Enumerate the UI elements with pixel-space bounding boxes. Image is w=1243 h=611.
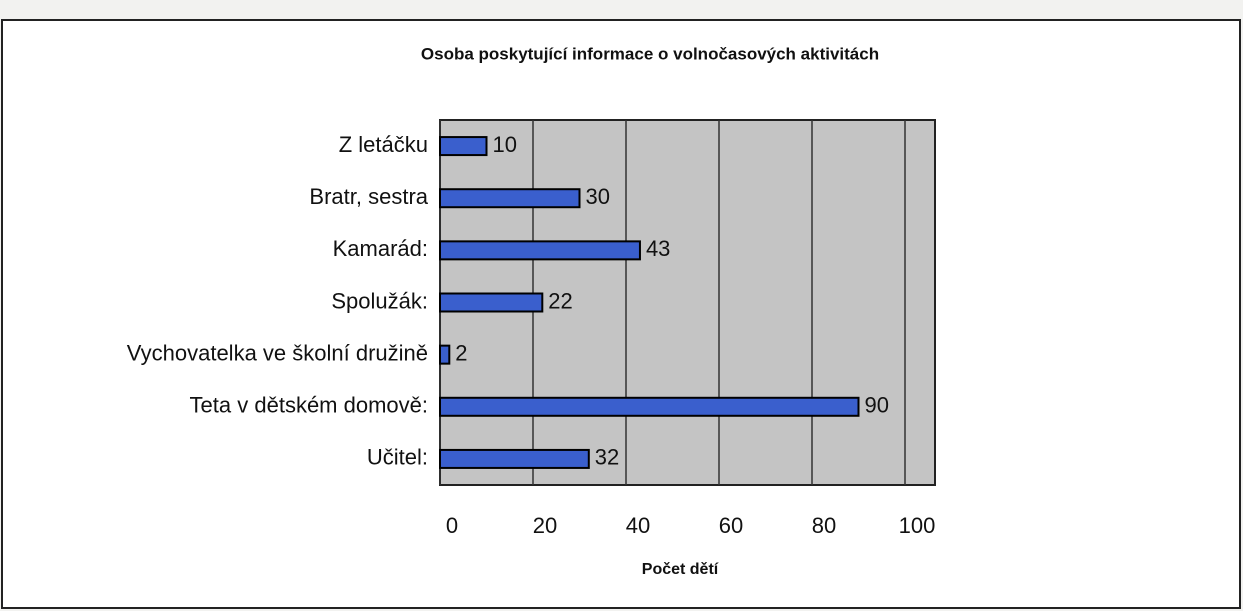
x-tick-label: 100 bbox=[899, 513, 936, 538]
x-tick-label: 20 bbox=[533, 513, 557, 538]
x-axis-label: Počet dětí bbox=[642, 561, 719, 578]
x-tick-label: 0 bbox=[446, 513, 458, 538]
bar bbox=[439, 448, 590, 469]
bar bbox=[439, 136, 488, 157]
y-tick-label: Bratr, sestra bbox=[309, 184, 428, 209]
y-tick-label: Z letáčku bbox=[339, 132, 428, 157]
x-tick-label: 40 bbox=[626, 513, 650, 538]
y-tick-label: Teta v dětském domově: bbox=[190, 393, 428, 418]
value-label: 90 bbox=[865, 393, 889, 418]
bar bbox=[439, 344, 451, 365]
value-label: 10 bbox=[493, 132, 517, 157]
bar bbox=[439, 188, 581, 209]
bar bbox=[439, 240, 641, 261]
y-tick-label: Spolužák: bbox=[331, 288, 428, 313]
x-tick-label: 60 bbox=[719, 513, 743, 538]
value-label: 43 bbox=[646, 236, 670, 261]
value-label: 32 bbox=[595, 445, 619, 470]
y-tick-label: Vychovatelka ve školní družině bbox=[127, 340, 428, 365]
bar bbox=[439, 396, 860, 417]
value-label: 22 bbox=[548, 288, 572, 313]
value-label: 30 bbox=[586, 184, 610, 209]
value-label: 2 bbox=[455, 340, 467, 365]
x-tick-label: 80 bbox=[812, 513, 836, 538]
y-tick-label: Kamarád: bbox=[333, 236, 428, 261]
y-tick-label: Učitel: bbox=[367, 445, 428, 470]
bar bbox=[439, 292, 544, 313]
chart-title: Osoba poskytující informace o volnočasov… bbox=[421, 44, 879, 63]
